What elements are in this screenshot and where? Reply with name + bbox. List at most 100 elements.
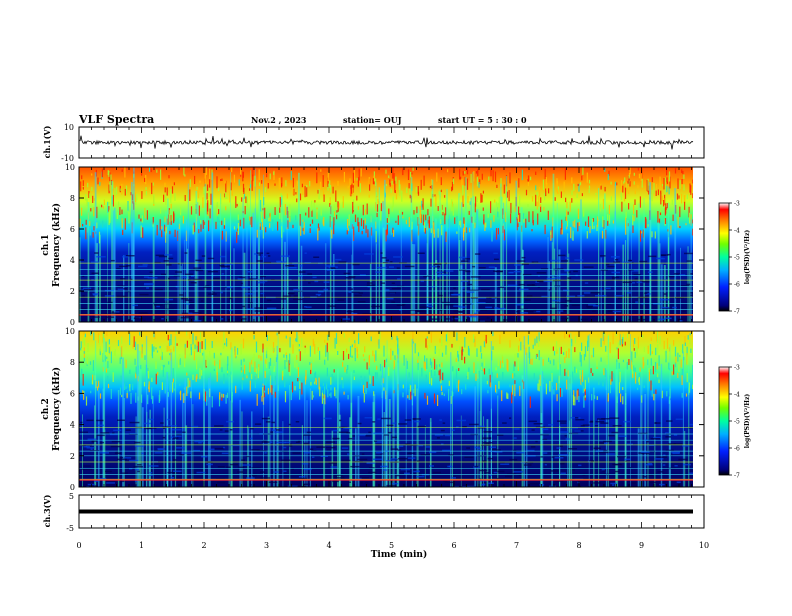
spectrogram-noise <box>287 265 295 267</box>
spectrogram-speckle <box>335 190 337 202</box>
spectrogram-speckle <box>402 392 404 398</box>
spectrogram-speckle <box>269 358 272 366</box>
spectrogram-speckle <box>563 352 565 355</box>
spectrogram-speckle <box>513 364 515 372</box>
spectrogram-speckle <box>298 349 300 352</box>
spectrogram-speckle <box>674 346 677 357</box>
spectrogram-noise <box>537 280 544 283</box>
spectrogram-speckle <box>444 213 446 225</box>
spectrogram-speckle <box>685 393 688 397</box>
spectrogram-speckle <box>618 382 621 394</box>
spectrogram-speckle <box>190 344 192 350</box>
spectrogram-speckle <box>468 210 470 215</box>
spectrogram-noise <box>654 458 664 460</box>
spectrogram-speckle <box>623 198 626 202</box>
spectrogram-speckle <box>460 220 462 228</box>
spectrogram-speckle <box>370 336 372 342</box>
spectrogram-noise <box>376 266 387 269</box>
spectrogram-speckle <box>294 356 296 368</box>
spectrogram-speckle <box>93 207 95 217</box>
spectrogram-noise <box>393 256 403 258</box>
spectrogram-speckle <box>327 172 329 181</box>
spectrogram-noise <box>414 420 420 423</box>
spectrogram-noise <box>91 441 95 443</box>
spectrogram-noise <box>606 303 612 305</box>
spectrogram-noise <box>365 435 372 437</box>
spectrogram-noise <box>404 472 410 475</box>
spectrogram-noise <box>349 276 356 278</box>
sferic-streak <box>442 225 444 322</box>
spectrogram-speckle <box>643 346 645 353</box>
spectrogram-speckle <box>642 229 644 238</box>
spectrogram-speckle <box>497 207 499 218</box>
spectrogram-speckle <box>330 377 332 385</box>
spectrogram-noise <box>586 305 593 308</box>
spectrogram-speckle <box>542 179 544 190</box>
spectrogram-noise <box>442 449 451 452</box>
spectrogram-speckle <box>481 366 483 370</box>
spectrogram-speckle <box>571 228 573 240</box>
spectrogram-speckle <box>335 332 338 344</box>
spectrogram-noise <box>580 425 585 427</box>
spectrogram-speckle <box>462 194 465 205</box>
spectrogram-speckle <box>561 388 563 397</box>
spectrogram-speckle <box>354 348 356 359</box>
spectrogram-speckle <box>327 177 329 187</box>
spectrogram-speckle <box>126 393 128 399</box>
spectrogram-noise <box>345 319 349 322</box>
sferic-streak <box>194 219 196 322</box>
spectrogram-noise <box>657 471 664 473</box>
spectrogram-speckle <box>206 193 208 200</box>
spectrogram-speckle <box>632 225 634 233</box>
spectrogram-speckle <box>476 197 478 202</box>
spectrogram-speckle <box>488 368 490 374</box>
spectrogram-speckle <box>532 344 534 349</box>
sferic-streak <box>680 247 681 322</box>
spectrogram-noise <box>586 306 593 309</box>
spectrogram-speckle <box>656 377 658 383</box>
spectrogram-noise <box>413 470 420 473</box>
spectrogram-noise <box>289 278 292 281</box>
spectrogram-noise <box>380 252 383 254</box>
spectrogram-speckle <box>690 348 692 353</box>
spectrogram-speckle <box>333 376 335 382</box>
sferic-streak <box>378 187 380 322</box>
ch1-waveform-trace <box>79 135 694 150</box>
sferic-streak <box>418 363 419 487</box>
spectrogram-noise <box>82 444 86 447</box>
spectrogram-speckle <box>351 183 353 194</box>
spectrogram-noise <box>419 306 430 308</box>
xtick-label: 6 <box>451 541 456 550</box>
spectrogram-noise <box>385 259 389 262</box>
spectrogram-noise <box>191 425 199 428</box>
sferic-streak <box>298 172 300 322</box>
spectrogram-noise <box>380 453 383 455</box>
spectrogram-speckle <box>684 195 686 203</box>
spectrogram-noise <box>397 278 401 280</box>
spectrogram-speckle <box>164 182 166 188</box>
spectrogram-speckle <box>107 339 109 352</box>
spectrogram-speckle <box>268 217 270 222</box>
spectrogram-noise <box>688 472 697 474</box>
spectrogram-noise <box>552 279 562 282</box>
spectrogram-noise <box>179 294 184 296</box>
spectrogram-speckle <box>116 186 118 195</box>
spectrogram-noise <box>124 255 135 257</box>
sferic-streak <box>458 193 460 322</box>
spectrogram-noise <box>251 474 257 477</box>
spectrogram-speckle <box>182 215 184 224</box>
spectrogram-speckle <box>591 218 593 229</box>
spectrogram-noise <box>389 292 397 294</box>
spectrogram-speckle <box>461 346 463 356</box>
spectrogram-speckle <box>295 338 297 342</box>
spectrogram-speckle <box>197 341 199 352</box>
spectrogram-speckle <box>202 220 204 229</box>
spectrogram-speckle <box>85 227 87 240</box>
spectrogram-speckle <box>528 211 530 223</box>
spectrogram-noise <box>618 297 623 300</box>
spectrogram-speckle <box>199 332 202 340</box>
spectrogram-speckle <box>624 341 626 346</box>
spectrogram-noise <box>627 259 632 262</box>
spectrogram-speckle <box>175 331 177 335</box>
spectrogram-speckle <box>548 188 550 194</box>
